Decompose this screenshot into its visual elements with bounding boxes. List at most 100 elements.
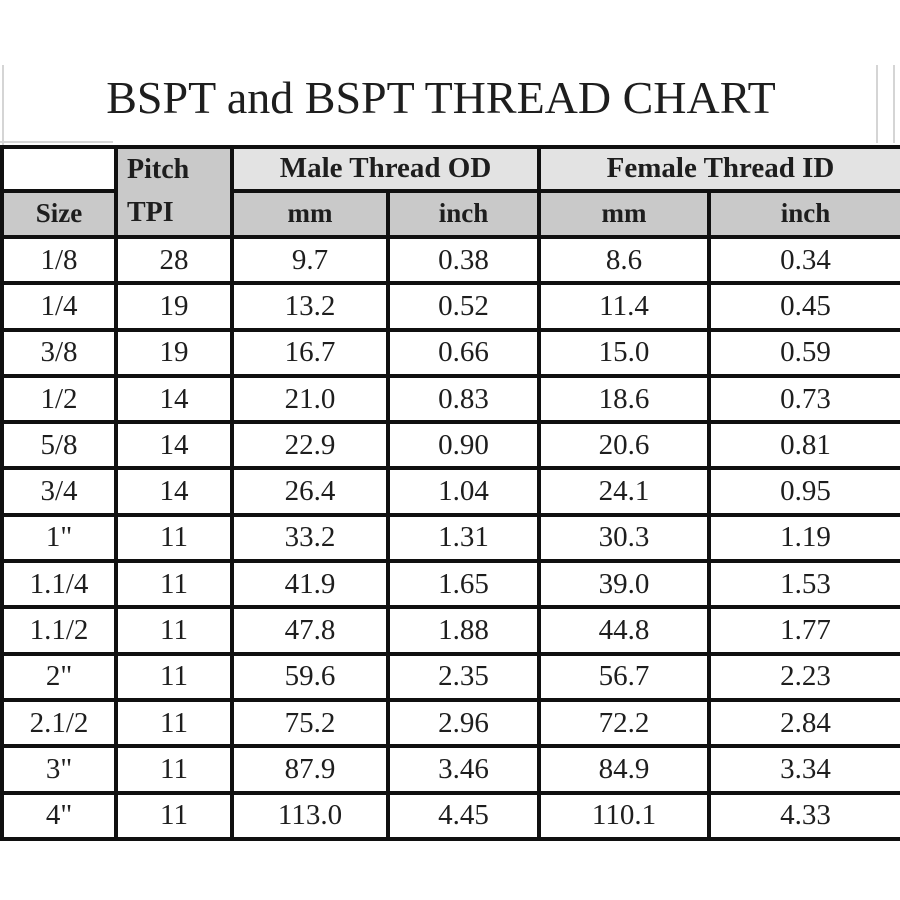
header-pitch-label: Pitch bbox=[127, 153, 190, 185]
cell-female-id-mm: 8.6 bbox=[537, 234, 712, 286]
cell-male-od-mm: 21.0 bbox=[230, 373, 390, 425]
cell-female-id-inch: 0.45 bbox=[707, 281, 900, 332]
cell-tpi: 11 bbox=[114, 651, 234, 702]
cell-male-od-mm: 26.4 bbox=[230, 466, 390, 517]
cell-size: 4" bbox=[0, 790, 118, 841]
cell-size: 1/2 bbox=[0, 373, 118, 425]
header-row-units: Size mm inch mm inch bbox=[0, 188, 900, 240]
cell-female-id-mm: 56.7 bbox=[537, 651, 712, 702]
cell-male-od-inch: 1.04 bbox=[385, 466, 542, 517]
cell-male-od-inch: 0.38 bbox=[385, 234, 542, 286]
cell-tpi: 14 bbox=[114, 466, 234, 517]
corner-empty-cell bbox=[0, 145, 118, 193]
cell-tpi: 11 bbox=[114, 605, 234, 656]
cell-female-id-inch: 3.34 bbox=[707, 744, 900, 795]
cell-male-od-inch: 0.90 bbox=[385, 420, 542, 471]
cell-tpi: 19 bbox=[114, 327, 234, 378]
cell-size: 1/4 bbox=[0, 281, 118, 332]
cell-female-id-inch: 2.84 bbox=[707, 697, 900, 749]
table-row: 3" 11 87.9 3.46 84.9 3.34 bbox=[0, 744, 900, 795]
cell-male-od-inch: 2.35 bbox=[385, 651, 542, 702]
cell-size: 2" bbox=[0, 651, 118, 702]
cell-female-id-mm: 30.3 bbox=[537, 512, 712, 564]
header-pitch-tpi: Pitch TPI bbox=[114, 145, 234, 239]
header-female-thread-id: Female Thread ID bbox=[537, 145, 900, 193]
table-row: 1/8 28 9.7 0.38 8.6 0.34 bbox=[0, 234, 900, 286]
table-row: 1" 11 33.2 1.31 30.3 1.19 bbox=[0, 512, 900, 564]
cell-size: 1/8 bbox=[0, 234, 118, 286]
table-row: 5/8 14 22.9 0.90 20.6 0.81 bbox=[0, 420, 900, 471]
cell-male-od-inch: 4.45 bbox=[385, 790, 542, 841]
cell-size: 5/8 bbox=[0, 420, 118, 471]
cell-female-id-inch: 4.33 bbox=[707, 790, 900, 841]
gridline-vertical-left bbox=[2, 65, 4, 185]
cell-male-od-mm: 47.8 bbox=[230, 605, 390, 656]
header-male-inch: inch bbox=[385, 188, 542, 240]
cell-size: 2.1/2 bbox=[0, 697, 118, 749]
cell-male-od-mm: 22.9 bbox=[230, 420, 390, 471]
cell-female-id-inch: 0.73 bbox=[707, 373, 900, 425]
cell-male-od-mm: 59.6 bbox=[230, 651, 390, 702]
cell-male-od-mm: 87.9 bbox=[230, 744, 390, 795]
cell-female-id-inch: 0.81 bbox=[707, 420, 900, 471]
cell-male-od-mm: 75.2 bbox=[230, 697, 390, 749]
gridline-vertical-right-2 bbox=[893, 65, 895, 143]
cell-male-od-inch: 1.88 bbox=[385, 605, 542, 656]
cell-male-od-inch: 0.66 bbox=[385, 327, 542, 378]
cell-male-od-mm: 41.9 bbox=[230, 559, 390, 610]
thread-chart-table: Pitch TPI Male Thread OD Female Thread I… bbox=[0, 145, 900, 841]
cell-female-id-mm: 20.6 bbox=[537, 420, 712, 471]
cell-size: 1" bbox=[0, 512, 118, 564]
cell-female-id-mm: 15.0 bbox=[537, 327, 712, 378]
cell-male-od-inch: 1.31 bbox=[385, 512, 542, 564]
table-row: 2" 11 59.6 2.35 56.7 2.23 bbox=[0, 651, 900, 702]
cell-tpi: 19 bbox=[114, 281, 234, 332]
cell-male-od-inch: 1.65 bbox=[385, 559, 542, 610]
cell-tpi: 14 bbox=[114, 420, 234, 471]
table-row: 4" 11 113.0 4.45 110.1 4.33 bbox=[0, 790, 900, 841]
cell-female-id-mm: 18.6 bbox=[537, 373, 712, 425]
cell-tpi: 11 bbox=[114, 744, 234, 795]
cell-male-od-inch: 0.83 bbox=[385, 373, 542, 425]
cell-male-od-mm: 113.0 bbox=[230, 790, 390, 841]
header-size: Size bbox=[0, 188, 118, 240]
cell-size: 1.1/4 bbox=[0, 559, 118, 610]
cell-female-id-inch: 0.95 bbox=[707, 466, 900, 517]
gridline-horizontal bbox=[0, 141, 113, 143]
cell-male-od-mm: 13.2 bbox=[230, 281, 390, 332]
header-male-mm: mm bbox=[230, 188, 390, 240]
cell-female-id-mm: 84.9 bbox=[537, 744, 712, 795]
cell-male-od-inch: 0.52 bbox=[385, 281, 542, 332]
table-row: 1.1/2 11 47.8 1.88 44.8 1.77 bbox=[0, 605, 900, 656]
cell-tpi: 11 bbox=[114, 559, 234, 610]
cell-tpi: 14 bbox=[114, 373, 234, 425]
cell-female-id-mm: 44.8 bbox=[537, 605, 712, 656]
header-female-inch: inch bbox=[707, 188, 900, 240]
cell-female-id-inch: 1.77 bbox=[707, 605, 900, 656]
cell-male-od-inch: 3.46 bbox=[385, 744, 542, 795]
table-row: 3/4 14 26.4 1.04 24.1 0.95 bbox=[0, 466, 900, 517]
cell-female-id-mm: 110.1 bbox=[537, 790, 712, 841]
cell-female-id-inch: 1.19 bbox=[707, 512, 900, 564]
cell-size: 3" bbox=[0, 744, 118, 795]
cell-male-od-mm: 16.7 bbox=[230, 327, 390, 378]
cell-male-od-inch: 2.96 bbox=[385, 697, 542, 749]
table-row: 1/4 19 13.2 0.52 11.4 0.45 bbox=[0, 281, 900, 332]
cell-male-od-mm: 9.7 bbox=[230, 234, 390, 286]
header-male-thread-od: Male Thread OD bbox=[229, 145, 542, 193]
page-title: BSPT and BSPT THREAD CHART bbox=[106, 72, 776, 123]
table-row: 1/2 14 21.0 0.83 18.6 0.73 bbox=[0, 373, 900, 425]
cell-female-id-inch: 2.23 bbox=[707, 651, 900, 702]
cell-size: 3/4 bbox=[0, 466, 118, 517]
table-row: 1.1/4 11 41.9 1.65 39.0 1.53 bbox=[0, 559, 900, 610]
gridline-vertical-right-1 bbox=[876, 65, 878, 143]
cell-female-id-mm: 11.4 bbox=[537, 281, 712, 332]
cell-tpi: 11 bbox=[114, 512, 234, 564]
cell-female-id-inch: 0.34 bbox=[707, 234, 900, 286]
cell-size: 1.1/2 bbox=[0, 605, 118, 656]
cell-female-id-inch: 1.53 bbox=[707, 559, 900, 610]
cell-size: 3/8 bbox=[0, 327, 118, 378]
cell-female-id-inch: 0.59 bbox=[707, 327, 900, 378]
cell-tpi: 11 bbox=[114, 790, 234, 841]
